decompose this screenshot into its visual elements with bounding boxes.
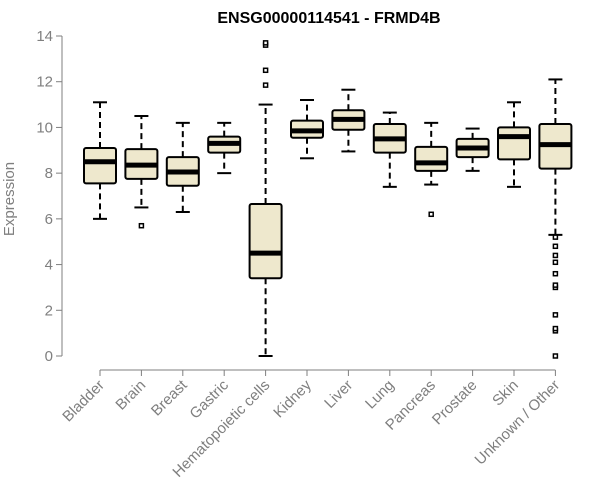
box-brain bbox=[124, 115, 159, 229]
box-unknown-other bbox=[538, 78, 573, 359]
outlier-point bbox=[262, 40, 269, 46]
outlier-point bbox=[552, 243, 559, 250]
box-skin bbox=[497, 101, 531, 188]
x-tick-label: Kidney bbox=[270, 376, 315, 421]
outlier-point bbox=[552, 353, 559, 359]
outlier-point bbox=[552, 312, 559, 318]
outlier-point bbox=[262, 67, 269, 74]
y-tick-label: 12 bbox=[36, 74, 53, 91]
box-pancreas bbox=[414, 121, 449, 218]
box-prostate bbox=[455, 127, 490, 172]
iqr-box bbox=[83, 147, 117, 185]
box-plot-series bbox=[83, 40, 573, 359]
chart-title: ENSG00000114541 - FRMD4B bbox=[217, 10, 440, 27]
y-tick-label: 4 bbox=[45, 257, 53, 274]
outlier-point bbox=[262, 82, 269, 88]
x-tick-label: Skin bbox=[489, 377, 522, 410]
y-tick-label: 6 bbox=[45, 211, 53, 228]
x-tick-label: Bladder bbox=[59, 377, 108, 426]
box-gastric bbox=[207, 121, 242, 175]
box-lung bbox=[372, 111, 407, 188]
y-tick-label: 14 bbox=[36, 28, 53, 45]
outlier-point bbox=[552, 282, 559, 288]
y-axis: 0 2 4 6 8 10 12 14 bbox=[36, 28, 63, 365]
x-tick-label: Lung bbox=[362, 377, 398, 413]
outlier-point bbox=[552, 270, 559, 277]
outlier-point bbox=[552, 234, 559, 240]
box-breast bbox=[165, 121, 200, 213]
outlier-point bbox=[428, 211, 434, 218]
box-kidney bbox=[290, 99, 324, 160]
outlier-point bbox=[552, 252, 559, 259]
outlier-point bbox=[552, 325, 559, 332]
outlier-point bbox=[552, 259, 559, 266]
box-liver bbox=[331, 88, 366, 153]
x-tick-label: Brain bbox=[112, 377, 149, 414]
box-hematopoietic-cells bbox=[248, 40, 283, 357]
outlier-point bbox=[138, 222, 145, 229]
y-tick-label: 8 bbox=[45, 165, 53, 182]
y-tick-label: 0 bbox=[45, 348, 53, 365]
x-tick-label: Prostate bbox=[429, 377, 481, 429]
box-bladder bbox=[83, 101, 117, 220]
iqr-box bbox=[414, 145, 449, 172]
y-axis-title: Expression bbox=[1, 162, 18, 236]
iqr-box bbox=[248, 203, 283, 280]
x-tick-label: Liver bbox=[321, 377, 356, 412]
x-tick-label: Breast bbox=[148, 376, 191, 419]
iqr-box bbox=[497, 126, 531, 161]
y-tick-label: 2 bbox=[45, 302, 53, 319]
y-tick-label: 10 bbox=[36, 119, 53, 136]
